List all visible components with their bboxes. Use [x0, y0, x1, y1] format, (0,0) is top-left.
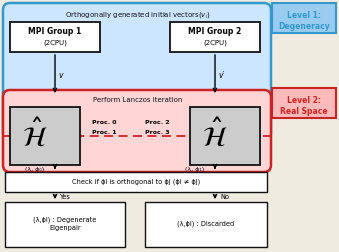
Text: Proc. 2: Proc. 2 [145, 119, 170, 124]
Bar [10, 107, 80, 165]
Text: Level 1:
Degeneracy: Level 1: Degeneracy [278, 11, 330, 31]
Text: Proc. 1: Proc. 1 [92, 130, 117, 135]
Bar [10, 22, 100, 52]
Text: (2CPU): (2CPU) [203, 40, 227, 46]
FancyBboxPatch shape [3, 90, 271, 172]
Text: Orthogonally generated initial vectors($v_i$): Orthogonally generated initial vectors($… [65, 10, 211, 20]
Text: (λ, ϕ₀): (λ, ϕ₀) [25, 168, 45, 173]
Text: MPI Group 2: MPI Group 2 [188, 27, 242, 37]
FancyBboxPatch shape [3, 3, 271, 140]
Text: v′: v′ [218, 71, 224, 79]
Bar [5, 172, 267, 192]
Text: No: No [220, 194, 229, 200]
Text: v: v [58, 71, 62, 79]
Text: $\hat{\mathcal{H}}$: $\hat{\mathcal{H}}$ [202, 119, 228, 153]
Text: Check if ϕi is orthogonal to ϕj (ϕi ≠ ϕj): Check if ϕi is orthogonal to ϕj (ϕi ≠ ϕj… [72, 179, 200, 185]
Text: Level 2:
Real Space: Level 2: Real Space [280, 96, 328, 116]
Bar [145, 202, 267, 247]
Text: Yes: Yes [60, 194, 71, 200]
Text: (λ, ϕ₁): (λ, ϕ₁) [185, 168, 205, 173]
Text: Proc. 0: Proc. 0 [92, 119, 117, 124]
Text: (λ,ϕi) : Degenerate
Eigenpair: (λ,ϕi) : Degenerate Eigenpair [33, 217, 97, 231]
Text: Perform Lanczos iteration: Perform Lanczos iteration [93, 97, 183, 103]
Text: (2CPU): (2CPU) [43, 40, 67, 46]
Text: Proc. 3: Proc. 3 [145, 130, 170, 135]
Bar [190, 107, 260, 165]
Text: MPI Group 1: MPI Group 1 [28, 27, 82, 37]
Text: (λ,ϕi) : Discarded: (λ,ϕi) : Discarded [177, 221, 235, 227]
Bar [170, 22, 260, 52]
Bar [272, 88, 336, 118]
Text: $\hat{\mathcal{H}}$: $\hat{\mathcal{H}}$ [22, 119, 48, 153]
Bar [272, 3, 336, 33]
Bar [5, 202, 125, 247]
